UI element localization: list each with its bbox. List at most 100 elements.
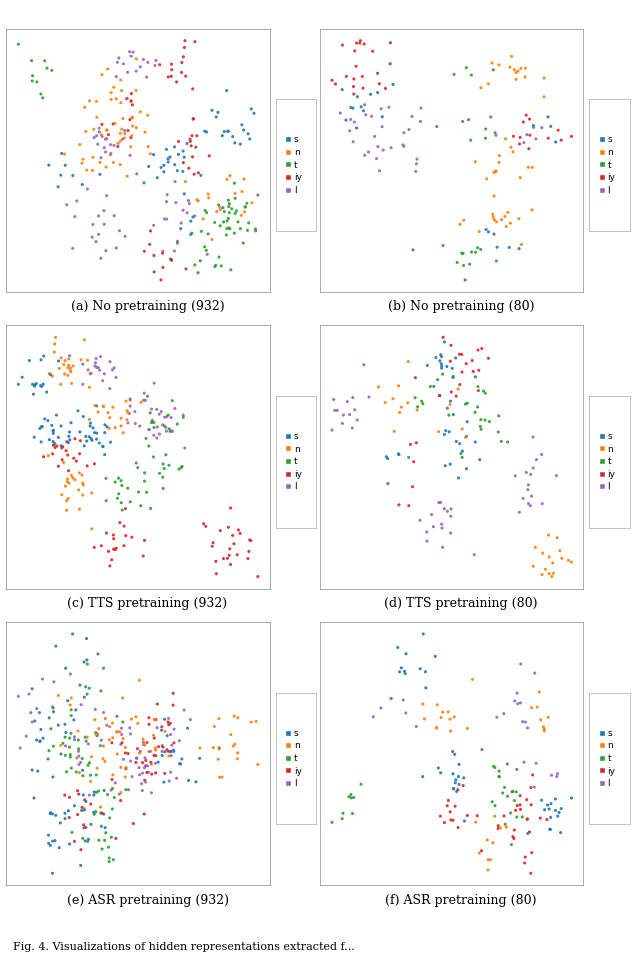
Point — [452, 782, 463, 797]
Point — [92, 360, 102, 375]
Point — [165, 744, 175, 759]
Point — [66, 761, 76, 776]
Point — [385, 56, 396, 72]
Point — [555, 543, 565, 558]
Point — [113, 486, 124, 501]
Point — [214, 250, 224, 265]
Point — [398, 137, 408, 152]
Point — [106, 92, 116, 107]
Point — [92, 728, 102, 744]
Point — [394, 664, 404, 679]
Point — [435, 495, 445, 510]
Point — [435, 353, 445, 368]
Point — [229, 536, 239, 551]
Point — [501, 219, 511, 234]
Point — [222, 213, 232, 229]
Point — [60, 738, 70, 753]
Point — [150, 741, 161, 756]
Point — [143, 765, 154, 780]
Point — [207, 539, 218, 554]
Point — [29, 713, 40, 728]
Point — [173, 134, 184, 149]
Point — [448, 368, 458, 384]
Point — [44, 828, 54, 843]
Point — [404, 498, 414, 513]
Point — [38, 348, 49, 364]
Point — [470, 154, 481, 169]
Point — [458, 443, 468, 458]
Point — [242, 195, 252, 211]
Point — [185, 712, 195, 727]
Point — [85, 768, 95, 783]
Point — [447, 744, 458, 759]
Point — [67, 376, 77, 391]
Point — [536, 712, 546, 727]
Point — [90, 398, 100, 413]
Point — [351, 35, 362, 51]
Point — [121, 761, 131, 776]
Point — [81, 429, 91, 444]
Point — [348, 100, 358, 116]
Point — [89, 807, 99, 822]
Point — [215, 202, 225, 217]
Point — [372, 66, 383, 81]
Point — [460, 430, 470, 445]
Point — [96, 805, 106, 820]
Point — [163, 151, 173, 167]
Point — [82, 182, 92, 197]
Point — [44, 710, 54, 725]
Point — [38, 449, 49, 464]
Point — [101, 160, 111, 175]
Point — [104, 421, 115, 436]
Point — [450, 775, 460, 790]
Point — [226, 262, 236, 278]
Point — [394, 378, 404, 393]
Point — [48, 423, 58, 438]
Point — [91, 804, 101, 819]
Point — [483, 862, 493, 878]
Point — [511, 65, 521, 80]
Point — [166, 738, 177, 753]
Point — [134, 418, 145, 434]
Point — [63, 435, 74, 451]
Point — [364, 145, 374, 160]
Point — [226, 727, 236, 743]
Point — [499, 780, 509, 795]
Point — [502, 756, 513, 771]
Point — [93, 227, 104, 242]
Point — [77, 831, 88, 846]
Point — [167, 424, 177, 439]
Point — [435, 388, 445, 403]
Point — [76, 842, 86, 857]
Point — [130, 404, 140, 419]
Point — [65, 730, 75, 746]
Point — [418, 697, 428, 712]
Point — [221, 228, 232, 243]
Point — [159, 461, 170, 477]
Point — [505, 215, 515, 231]
Point — [476, 422, 486, 437]
Point — [418, 396, 428, 412]
Point — [125, 391, 135, 407]
Point — [72, 750, 82, 766]
Point — [65, 363, 76, 378]
Point — [125, 112, 135, 127]
Point — [179, 155, 189, 170]
Point — [360, 107, 371, 122]
Point — [149, 712, 159, 727]
Point — [106, 434, 116, 450]
Point — [195, 750, 205, 766]
Point — [46, 722, 56, 737]
Point — [67, 241, 77, 256]
Point — [499, 706, 509, 722]
Point — [554, 805, 564, 820]
Point — [237, 184, 247, 199]
Text: (f) ASR pretraining (80): (f) ASR pretraining (80) — [385, 894, 537, 907]
Point — [105, 558, 115, 573]
Point — [380, 395, 390, 411]
Point — [490, 809, 500, 824]
Point — [349, 790, 359, 805]
Point — [108, 852, 118, 867]
Point — [126, 49, 136, 64]
Point — [63, 463, 74, 478]
